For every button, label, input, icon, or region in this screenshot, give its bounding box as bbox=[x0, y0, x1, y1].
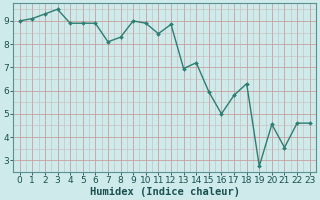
X-axis label: Humidex (Indice chaleur): Humidex (Indice chaleur) bbox=[90, 186, 240, 197]
